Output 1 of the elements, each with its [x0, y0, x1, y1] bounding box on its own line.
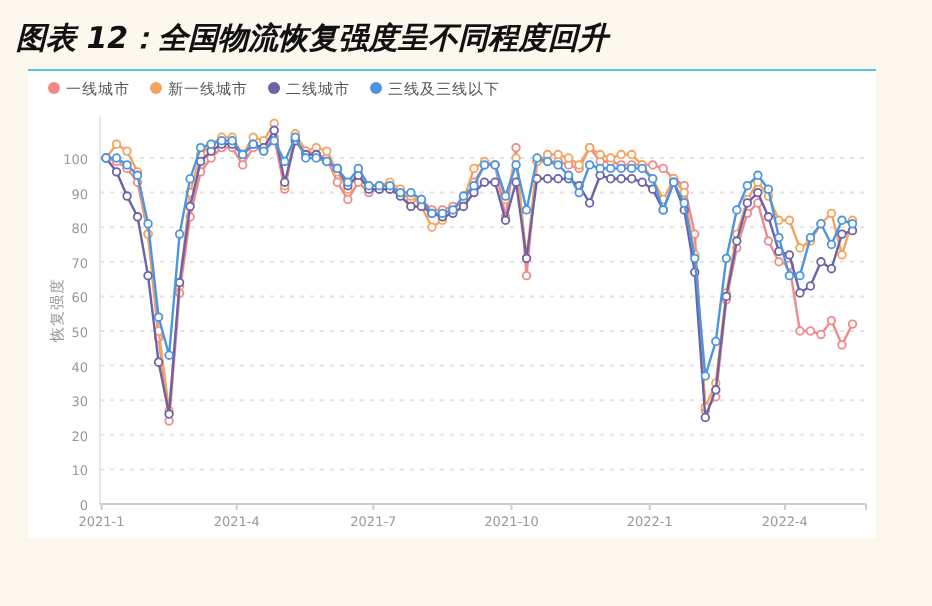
chart-title: 图表 12：全国物流恢复强度呈不同程度回升: [16, 20, 613, 56]
